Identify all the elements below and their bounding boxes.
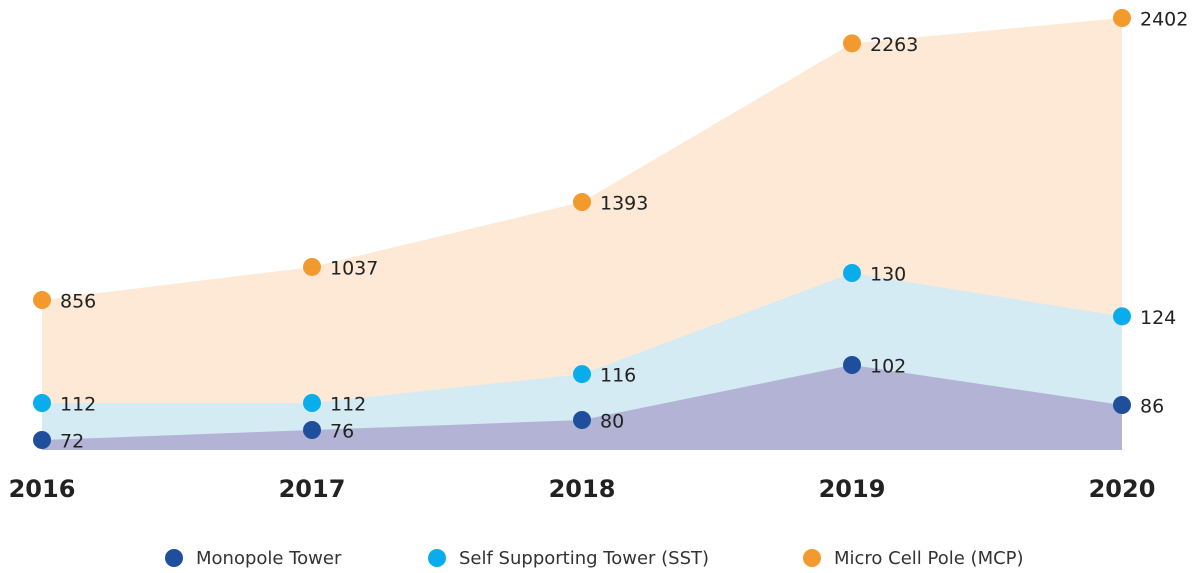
legend-label: Self Supporting Tower (SST) <box>459 548 709 569</box>
point <box>33 431 51 449</box>
legend-swatch <box>803 549 821 567</box>
value-label: 112 <box>60 394 96 416</box>
legend-swatch <box>428 549 446 567</box>
legend-label: Monopole Tower <box>196 548 342 569</box>
point <box>573 365 591 384</box>
value-label: 856 <box>60 291 96 313</box>
value-label: 86 <box>1140 396 1164 418</box>
value-label: 102 <box>870 356 906 378</box>
value-label: 116 <box>600 365 636 387</box>
value-label: 72 <box>60 431 84 453</box>
point <box>843 356 861 374</box>
point <box>33 394 51 412</box>
point <box>33 291 51 309</box>
legend-label: Micro Cell Pole (MCP) <box>834 548 1024 569</box>
x-tick-label: 2016 <box>9 475 76 503</box>
point <box>843 34 861 53</box>
point <box>843 264 861 282</box>
x-tick-label: 2018 <box>549 475 616 503</box>
value-label: 1393 <box>600 193 648 215</box>
value-label: 130 <box>870 264 906 286</box>
legend-swatch <box>165 549 183 567</box>
x-tick-label: 2019 <box>819 475 886 503</box>
x-tick-label: 2017 <box>279 475 346 503</box>
point <box>1113 307 1131 326</box>
point <box>573 193 591 212</box>
value-label: 76 <box>330 421 354 443</box>
x-tick-label: 2020 <box>1089 475 1156 503</box>
value-label: 2402 <box>1140 9 1188 31</box>
value-label: 124 <box>1140 307 1176 329</box>
area <box>42 365 1122 450</box>
point <box>303 421 321 439</box>
value-label: 1037 <box>330 257 378 279</box>
value-label: 80 <box>600 411 624 433</box>
point <box>303 257 321 276</box>
point <box>303 394 321 412</box>
point <box>573 411 591 429</box>
value-label: 112 <box>330 394 366 416</box>
point <box>1113 396 1131 414</box>
value-label: 2263 <box>870 34 918 56</box>
point <box>1113 9 1131 27</box>
